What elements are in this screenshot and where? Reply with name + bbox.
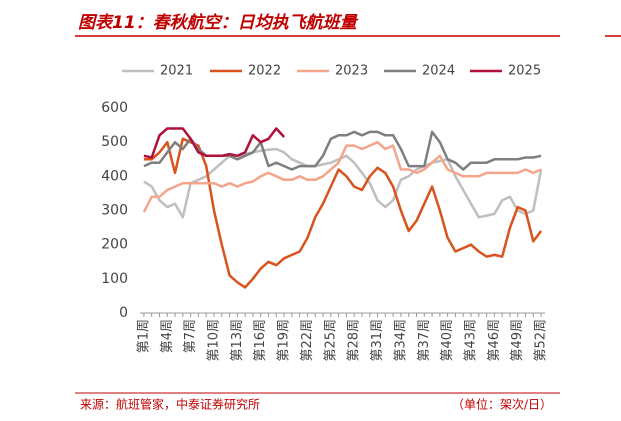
x-tick-label: 第4周 bbox=[160, 319, 175, 353]
legend-label: 2022 bbox=[248, 64, 281, 79]
unit: （单位：架次/日） bbox=[452, 397, 552, 412]
y-tick-label: 300 bbox=[101, 203, 128, 219]
series-line bbox=[143, 127, 286, 159]
y-tick-label: 0 bbox=[119, 305, 128, 321]
x-tick-label: 第1周 bbox=[136, 319, 151, 353]
y-tick-label: 400 bbox=[101, 168, 128, 184]
x-tick-label: 第28周 bbox=[347, 319, 362, 362]
x-tick-label: 第52周 bbox=[534, 319, 549, 362]
source: 来源：航班管家，中泰证券研究所 bbox=[80, 397, 260, 412]
x-tick-label: 第37周 bbox=[417, 319, 432, 362]
y-tick-label: 200 bbox=[101, 237, 128, 253]
x-tick-label: 第10周 bbox=[206, 319, 221, 362]
y-tick-label: 600 bbox=[101, 100, 128, 116]
x-tick-label: 第25周 bbox=[323, 319, 338, 362]
y-tick-label: 100 bbox=[101, 271, 128, 287]
series-line bbox=[143, 130, 542, 171]
x-tick-label: 第46周 bbox=[487, 319, 502, 362]
series-line bbox=[143, 147, 543, 219]
x-tick-label: 第16周 bbox=[253, 319, 268, 362]
x-tick-label: 第49周 bbox=[510, 319, 525, 362]
chart-title: 图表11：春秋航空：日均执飞航班量 bbox=[78, 13, 359, 33]
legend-label: 2024 bbox=[422, 64, 455, 79]
x-tick-label: 第43周 bbox=[464, 319, 479, 362]
x-tick-label: 第19周 bbox=[277, 319, 292, 362]
series-line bbox=[143, 137, 543, 289]
y-tick-label: 500 bbox=[101, 134, 128, 150]
x-tick-label: 第7周 bbox=[183, 319, 198, 353]
legend-label: 2023 bbox=[335, 64, 368, 79]
legend-label: 2021 bbox=[160, 64, 193, 79]
x-tick-label: 第13周 bbox=[230, 319, 245, 362]
x-tick-label: 第22周 bbox=[300, 319, 315, 362]
legend-label: 2025 bbox=[508, 64, 541, 79]
x-tick-label: 第40周 bbox=[440, 319, 455, 362]
x-tick-label: 第31周 bbox=[370, 319, 385, 362]
series-line bbox=[142, 140, 542, 213]
x-tick-label: 第34周 bbox=[393, 319, 408, 362]
